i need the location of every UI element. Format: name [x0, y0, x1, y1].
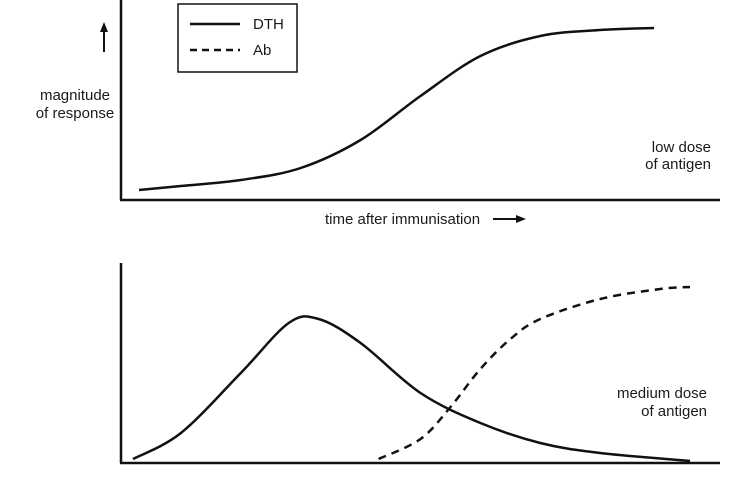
y-axis-label-line-2: of response	[36, 105, 114, 122]
bottom-ab-curve	[378, 285, 691, 461]
top-annotation-line-2: of antigen	[645, 156, 711, 173]
legend-label-ab: Ab	[253, 42, 271, 59]
up-arrow-icon	[100, 22, 108, 52]
top-panel-axes	[119, 0, 720, 202]
bottom-annotation-line-2: of antigen	[641, 403, 707, 420]
bottom-panel-annotation: medium dose of antigen	[617, 385, 707, 420]
bottom-annotation-line-1: medium dose	[617, 385, 707, 402]
x-axis-label: time after immunisation	[325, 211, 480, 228]
legend-label-dth: DTH	[253, 16, 284, 33]
bottom-panel-axes	[119, 263, 720, 465]
top-annotation-line-1: low dose	[652, 139, 711, 156]
bottom-dth-curve	[132, 315, 691, 463]
y-axis-label: magnitude of response	[36, 87, 114, 122]
y-axis-label-line-1: magnitude	[40, 87, 110, 104]
top-dth-curve	[138, 26, 655, 192]
top-panel-annotation: low dose of antigen	[645, 139, 711, 173]
right-arrow-icon	[493, 215, 526, 223]
legend-box	[177, 3, 298, 73]
legend: DTH Ab	[177, 3, 298, 73]
